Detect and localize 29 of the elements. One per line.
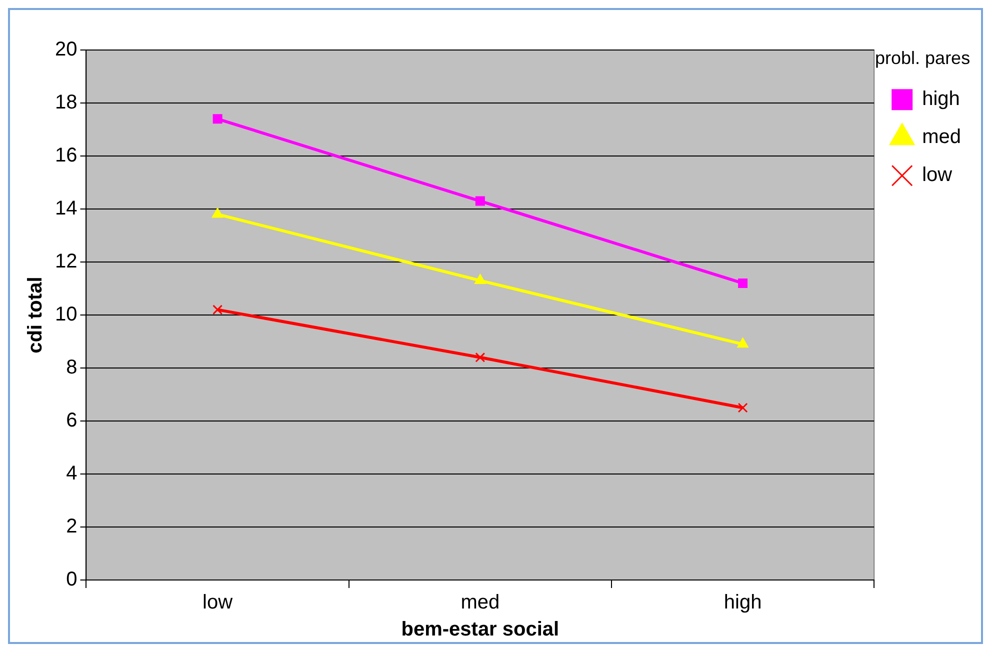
x-tick-label: med xyxy=(460,592,500,614)
point xyxy=(212,304,223,315)
y-tick-label: 4 xyxy=(66,462,78,485)
y-tick-label: 20 xyxy=(54,38,78,61)
y-tick-label: 10 xyxy=(54,304,78,326)
x-tick-label: low xyxy=(202,592,234,614)
point xyxy=(212,208,224,218)
y-axis-title: cdi total xyxy=(24,276,47,354)
y-tick-label: 18 xyxy=(54,92,78,114)
legend-label: high xyxy=(922,88,960,110)
y-tick-label: 0 xyxy=(66,568,78,591)
y-tick-label: 6 xyxy=(66,410,78,432)
legend-label: low xyxy=(922,164,953,186)
legend-label: med xyxy=(922,126,961,148)
y-tick-label: 8 xyxy=(66,356,78,379)
point xyxy=(475,196,485,206)
point xyxy=(474,274,486,284)
x-axis-title: bem-estar social xyxy=(401,618,560,641)
point xyxy=(737,338,748,348)
y-tick-label: 16 xyxy=(54,144,78,167)
y-tick-label: 12 xyxy=(54,250,78,273)
point xyxy=(212,114,222,124)
x-tick-label: high xyxy=(724,592,762,614)
legend-title: probl. pares xyxy=(875,48,970,68)
point xyxy=(738,278,748,288)
point xyxy=(738,402,748,413)
point xyxy=(475,352,486,362)
y-tick-label: 2 xyxy=(66,516,78,538)
y-tick-label: 14 xyxy=(54,198,78,220)
